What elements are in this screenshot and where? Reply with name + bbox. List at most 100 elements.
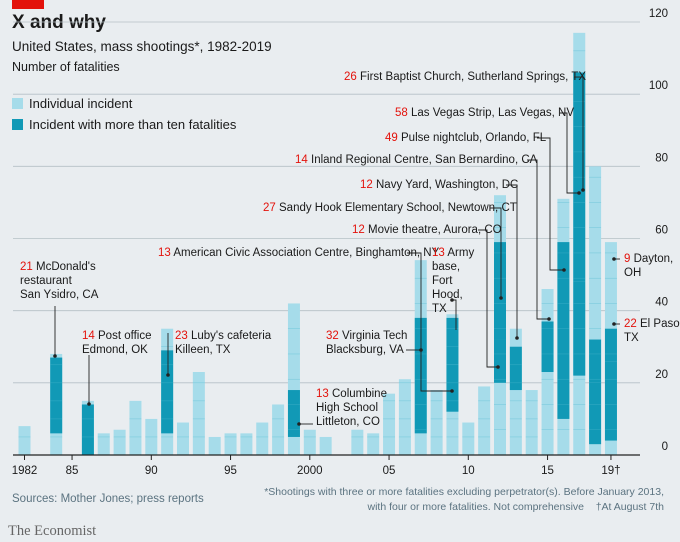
bar-2010 <box>462 422 475 455</box>
annotation-7-place: Movie theatre, Aurora, CO <box>368 224 502 236</box>
annotation-14-count: 9 <box>624 253 634 265</box>
chart-subtitle: United States, mass shootings*, 1982-201… <box>12 39 272 54</box>
annotation-10-place: Inland Regional Centre, San Bernardino, … <box>311 154 538 166</box>
annotation-2: 23 Luby's cafeteria Killeen, TX <box>166 330 272 377</box>
annotation-15: 22 El Paso,TX <box>612 318 680 344</box>
legend-major: Incident with more than ten fatalities <box>12 117 236 132</box>
bar-2018-major-1 <box>589 339 602 383</box>
bar-2008 <box>430 390 443 455</box>
bar-1999-major-0 <box>287 390 300 437</box>
annotation-7-leader <box>478 229 498 368</box>
bar-1989 <box>129 400 142 455</box>
footnote-line-1: *Shootings with three or more fatalities… <box>264 486 664 498</box>
annotation-0-count: 21 <box>20 261 36 273</box>
annotation-3: 13 Columbine High School Littleton, CO <box>297 388 387 428</box>
annotation-12-leader <box>560 112 579 194</box>
bar-2019-major-1 <box>604 328 617 362</box>
bar-2006 <box>398 379 411 455</box>
annotation-0-line-1: restaurant <box>20 275 73 287</box>
bar-2001 <box>319 436 332 455</box>
annotation-9-line-0: 12 Navy Yard, Washington, DC <box>360 179 518 191</box>
bar-1987 <box>97 433 110 455</box>
annotation-2-line-1: Killeen, TX <box>175 344 231 356</box>
annotation-1-count: 14 <box>82 330 98 342</box>
annotation-1-place: Post office <box>98 330 152 342</box>
annotation-0-line-0: 21 McDonald's <box>20 261 96 273</box>
annotation-5-line-0: 13 American Civic Association Centre, Bi… <box>158 247 440 259</box>
annotation-6-count: 13 <box>432 247 447 259</box>
bar-1993 <box>192 372 205 455</box>
bar-2009-major-0 <box>446 364 459 412</box>
annotation-10-line-0: 14 Inland Regional Centre, San Bernardin… <box>295 154 538 166</box>
annotation-6-place: Army <box>447 247 474 259</box>
annotation-2-place: Luby's cafeteria <box>191 330 272 342</box>
annotation-13: 26 First Baptist Church, Sutherland Spri… <box>344 71 586 192</box>
annotation-9: 12 Navy Yard, Washington, DC <box>360 179 519 340</box>
bar-2003 <box>351 429 364 455</box>
y-tick-label-20: 20 <box>655 369 668 381</box>
annotation-3-line-1: High School <box>316 402 378 414</box>
annotation-6-line-2: Fort <box>432 275 453 287</box>
x-tick-label-2010: 10 <box>462 465 475 477</box>
annotation-15-count: 22 <box>624 318 640 330</box>
annotation-9-leader <box>506 184 518 338</box>
annotation-9-place: Navy Yard, Washington, DC <box>376 179 518 191</box>
y-axis-unit: Number of fatalities <box>12 60 120 74</box>
annotation-2-line-0: 23 Luby's cafeteria <box>175 330 272 342</box>
annotation-6-line-0: 13 Army <box>432 247 474 259</box>
annotation-4: 32 Virginia Tech Blacksburg, VA <box>326 330 423 356</box>
bar-1984-major-0 <box>50 357 63 434</box>
annotation-12-line-0: 58 Las Vegas Strip, Las Vegas, NV <box>395 107 574 119</box>
bar-2013-major-0 <box>509 346 522 391</box>
y-tick-label-120: 120 <box>649 8 668 20</box>
annotation-15-line-1: TX <box>624 332 639 344</box>
annotation-6-line-3: Hood, <box>432 289 463 301</box>
bar-2019-major-0 <box>604 361 617 441</box>
brand-logo-text: The Economist <box>8 523 97 539</box>
bar-2011 <box>478 386 491 455</box>
annotation-9-count: 12 <box>360 179 376 191</box>
annotation-8-place: Sandy Hook Elementary School, Newtown, C… <box>279 202 517 214</box>
annotation-7-dot <box>496 365 500 369</box>
annotation-4-line-0: 32 Virginia Tech <box>326 330 407 342</box>
annotation-14: 9 Dayton, OH <box>612 253 673 279</box>
bar-2015-major-0 <box>541 321 554 373</box>
y-tick-label-60: 60 <box>655 225 668 237</box>
annotation-7-count: 12 <box>352 224 368 236</box>
annotation-4-place: Virginia Tech <box>342 330 407 342</box>
annotation-9-dot <box>515 336 519 340</box>
annotation-13-line-0: 26 First Baptist Church, Sutherland Spri… <box>344 71 586 83</box>
annotation-3-dot <box>297 422 301 426</box>
x-tick-label-1982: 1982 <box>12 465 38 477</box>
legend-label-major: Incident with more than ten fatalities <box>29 117 237 132</box>
annotation-10-dot <box>547 317 551 321</box>
bar-2013 <box>509 328 522 455</box>
bar-2000 <box>303 429 316 455</box>
annotation-15-line-0: 22 El Paso, <box>624 318 680 330</box>
annotation-5-place: American Civic Association Centre, Bingh… <box>173 247 439 259</box>
annotation-14-line-0: 9 Dayton, <box>624 253 673 265</box>
annotation-13-count: 26 <box>344 71 360 83</box>
bar-1995 <box>224 433 237 455</box>
annotation-1-line-0: 14 Post office <box>82 330 152 342</box>
annotation-15-place: El Paso, <box>640 318 680 330</box>
x-tick-label-1990: 90 <box>145 465 158 477</box>
bar-1994 <box>208 436 221 455</box>
bar-1998 <box>272 404 285 455</box>
x-tick-label-1985: 85 <box>66 465 79 477</box>
annotation-12: 58 Las Vegas Strip, Las Vegas, NV <box>395 107 581 195</box>
annotation-5-leader <box>407 252 452 392</box>
annotation-5: 13 American Civic Association Centre, Bi… <box>158 247 454 393</box>
y-tick-label-100: 100 <box>649 80 668 92</box>
annotation-11-dot <box>562 268 566 272</box>
annotation-11: 49 Pulse nightclub, Orlando, FL <box>385 132 566 272</box>
legend-swatch-major <box>12 119 23 130</box>
annotation-2-dot <box>166 373 170 377</box>
bar-1991-major-0 <box>161 350 174 434</box>
footnote-dagger: †At August 7th <box>595 501 664 513</box>
annotation-13-leader <box>574 76 584 190</box>
y-tick-label-80: 80 <box>655 152 668 164</box>
annotation-6-dot <box>450 298 454 302</box>
